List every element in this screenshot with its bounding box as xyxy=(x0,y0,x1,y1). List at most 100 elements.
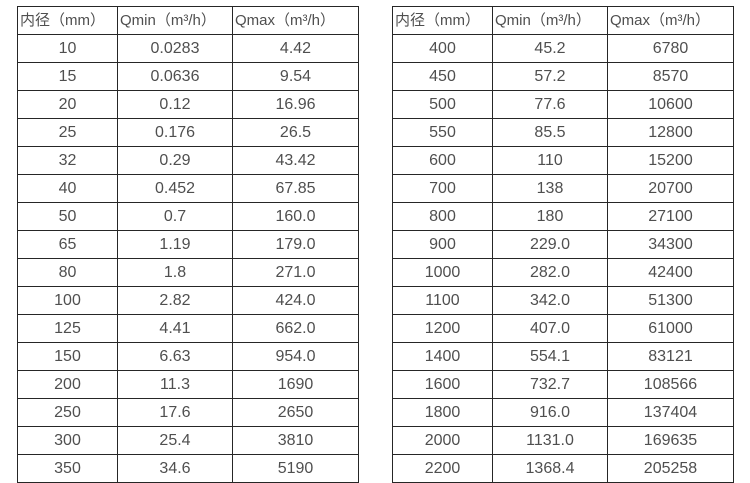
table-cell-qmin: 342.0 xyxy=(492,286,608,315)
table-cell-qmin: 57.2 xyxy=(492,62,608,91)
table-row: 800 180 27100 xyxy=(392,202,734,231)
table-cell-qmin: 2.82 xyxy=(117,286,233,315)
table-cell-diameter: 1600 xyxy=(392,370,493,399)
table-cell-diameter: 400 xyxy=(392,34,493,63)
table-cell-qmin: 732.7 xyxy=(492,370,608,399)
column-header-qmin: Qmin（m³/h） xyxy=(492,6,608,35)
table-cell-diameter: 65 xyxy=(17,230,118,259)
table-cell-qmax: 42400 xyxy=(607,258,734,287)
table-cell-qmin: 4.41 xyxy=(117,314,233,343)
table-cell-qmin: 0.0283 xyxy=(117,34,233,63)
table-cell-qmax: 27100 xyxy=(607,202,734,231)
table-row: 600 110 15200 xyxy=(392,146,734,175)
table-cell-qmin: 0.176 xyxy=(117,118,233,147)
table-row: 10 0.0283 4.42 xyxy=(17,34,359,63)
table-cell-qmax: 34300 xyxy=(607,230,734,259)
table-cell-diameter: 250 xyxy=(17,398,118,427)
table-row: 32 0.29 43.42 xyxy=(17,146,359,175)
table-cell-qmin: 0.12 xyxy=(117,90,233,119)
table-row: 400 45.2 6780 xyxy=(392,34,734,63)
header-row: 内径（mm） Qmin（m³/h） Qmax（m³/h） xyxy=(392,6,734,35)
table-cell-qmax: 61000 xyxy=(607,314,734,343)
table-cell-qmax: 6780 xyxy=(607,34,734,63)
table-cell-qmax: 8570 xyxy=(607,62,734,91)
table-row: 1000 282.0 42400 xyxy=(392,258,734,287)
table-cell-diameter: 150 xyxy=(17,342,118,371)
table-cell-qmax: 179.0 xyxy=(232,230,359,259)
table-cell-qmax: 43.42 xyxy=(232,146,359,175)
table-cell-diameter: 1800 xyxy=(392,398,493,427)
table-cell-qmin: 0.452 xyxy=(117,174,233,203)
table-cell-qmin: 85.5 xyxy=(492,118,608,147)
table-cell-qmax: 108566 xyxy=(607,370,734,399)
table-row: 2200 1368.4 205258 xyxy=(392,454,734,483)
flow-spec-table-large-diameters: 内径（mm） Qmin（m³/h） Qmax（m³/h） 400 45.2 6780 450… xyxy=(392,6,734,483)
table-row: 20 0.12 16.96 xyxy=(17,90,359,119)
table-row: 100 2.82 424.0 xyxy=(17,286,359,315)
table-cell-qmax: 12800 xyxy=(607,118,734,147)
table-cell-diameter: 600 xyxy=(392,146,493,175)
table-cell-qmax: 424.0 xyxy=(232,286,359,315)
flow-spec-table-small-diameters: 内径（mm） Qmin（m³/h） Qmax（m³/h） 10 0.0283 4.42 15… xyxy=(17,6,359,483)
table-cell-qmin: 282.0 xyxy=(492,258,608,287)
table-cell-qmax: 2650 xyxy=(232,398,359,427)
table-cell-qmin: 34.6 xyxy=(117,454,233,483)
table-cell-qmax: 205258 xyxy=(607,454,734,483)
table-cell-qmin: 110 xyxy=(492,146,608,175)
table-cell-diameter: 100 xyxy=(17,286,118,315)
table-row: 500 77.6 10600 xyxy=(392,90,734,119)
table-row: 1800 916.0 137404 xyxy=(392,398,734,427)
table-cell-qmax: 15200 xyxy=(607,146,734,175)
table-cell-qmin: 6.63 xyxy=(117,342,233,371)
table-cell-qmin: 180 xyxy=(492,202,608,231)
column-header-diameter: 内径（mm） xyxy=(392,6,493,35)
table-row: 350 34.6 5190 xyxy=(17,454,359,483)
header-row: 内径（mm） Qmin（m³/h） Qmax（m³/h） xyxy=(17,6,359,35)
column-header-qmax: Qmax（m³/h） xyxy=(232,6,359,35)
table-row: 150 6.63 954.0 xyxy=(17,342,359,371)
table-cell-qmin: 17.6 xyxy=(117,398,233,427)
table-cell-diameter: 20 xyxy=(17,90,118,119)
table-cell-diameter: 80 xyxy=(17,258,118,287)
table-cell-qmin: 77.6 xyxy=(492,90,608,119)
table-cell-diameter: 350 xyxy=(17,454,118,483)
table-cell-qmin: 229.0 xyxy=(492,230,608,259)
table-cell-diameter: 300 xyxy=(17,426,118,455)
table-cell-qmax: 1690 xyxy=(232,370,359,399)
table-row: 550 85.5 12800 xyxy=(392,118,734,147)
table-cell-diameter: 1400 xyxy=(392,342,493,371)
table-cell-diameter: 50 xyxy=(17,202,118,231)
table-cell-qmax: 169635 xyxy=(607,426,734,455)
table-cell-qmax: 9.54 xyxy=(232,62,359,91)
table-cell-diameter: 15 xyxy=(17,62,118,91)
table-cell-qmin: 1.19 xyxy=(117,230,233,259)
table-cell-diameter: 40 xyxy=(17,174,118,203)
table-cell-diameter: 1000 xyxy=(392,258,493,287)
column-header-diameter: 内径（mm） xyxy=(17,6,118,35)
table-row: 450 57.2 8570 xyxy=(392,62,734,91)
table-cell-qmax: 137404 xyxy=(607,398,734,427)
table-cell-diameter: 2200 xyxy=(392,454,493,483)
table-row: 1600 732.7 108566 xyxy=(392,370,734,399)
table-row: 1200 407.0 61000 xyxy=(392,314,734,343)
table-cell-qmin: 916.0 xyxy=(492,398,608,427)
table-row: 200 11.3 1690 xyxy=(17,370,359,399)
table-cell-qmin: 1368.4 xyxy=(492,454,608,483)
table-cell-diameter: 1200 xyxy=(392,314,493,343)
table-cell-diameter: 200 xyxy=(17,370,118,399)
table-cell-qmax: 67.85 xyxy=(232,174,359,203)
table-cell-diameter: 25 xyxy=(17,118,118,147)
table-cell-qmin: 45.2 xyxy=(492,34,608,63)
table-cell-qmin: 407.0 xyxy=(492,314,608,343)
table-cell-diameter: 800 xyxy=(392,202,493,231)
table-row: 125 4.41 662.0 xyxy=(17,314,359,343)
table-cell-qmax: 4.42 xyxy=(232,34,359,63)
table-cell-qmin: 554.1 xyxy=(492,342,608,371)
table-cell-qmin: 1131.0 xyxy=(492,426,608,455)
table-row: 80 1.8 271.0 xyxy=(17,258,359,287)
table-cell-qmax: 662.0 xyxy=(232,314,359,343)
table-row: 15 0.0636 9.54 xyxy=(17,62,359,91)
table-cell-qmax: 10600 xyxy=(607,90,734,119)
table-cell-qmax: 16.96 xyxy=(232,90,359,119)
table-cell-qmax: 83121 xyxy=(607,342,734,371)
